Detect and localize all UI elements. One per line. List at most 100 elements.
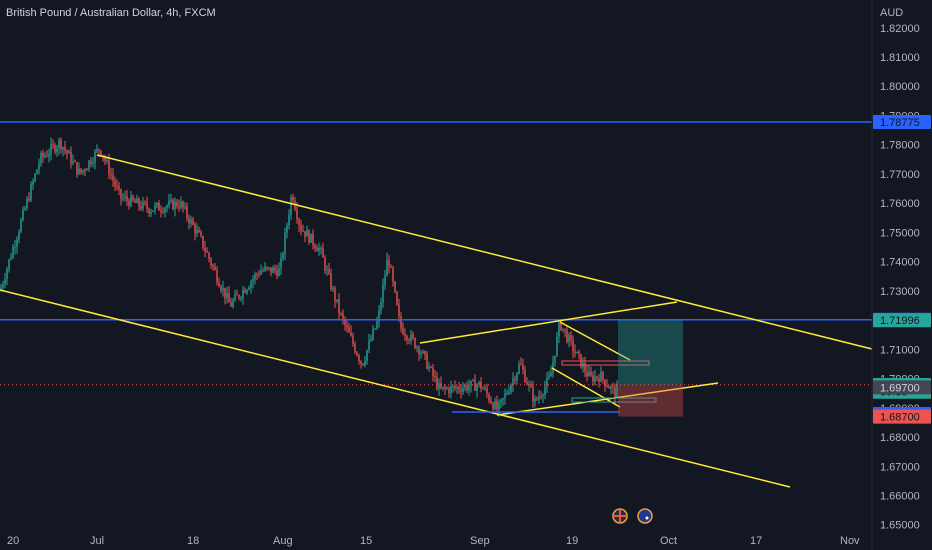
candle (462, 382, 464, 395)
candle (68, 149, 70, 154)
candle (324, 255, 326, 275)
candle (260, 264, 262, 276)
candle (126, 189, 128, 206)
candle (598, 373, 600, 388)
candle (468, 379, 470, 396)
candle (194, 221, 196, 241)
candle (10, 252, 12, 261)
candle (476, 383, 478, 398)
candle (190, 215, 192, 228)
trend-line[interactable] (419, 301, 678, 344)
x-tick-label: Jul (90, 535, 104, 547)
flag-au-icon[interactable] (637, 508, 653, 524)
candle (544, 380, 546, 400)
candle (2, 280, 4, 292)
candle (252, 275, 254, 289)
candle (18, 228, 20, 244)
candle (228, 286, 230, 303)
candle (300, 219, 302, 236)
candle (306, 225, 308, 237)
candle (518, 360, 520, 375)
x-tick-label: 19 (566, 535, 578, 547)
candle (266, 266, 268, 272)
candle (86, 167, 88, 171)
y-tick-label: 1.75000 (880, 227, 920, 239)
candle (262, 267, 264, 273)
candle (610, 384, 612, 395)
candle (210, 257, 212, 269)
candle (50, 137, 52, 161)
candle (374, 328, 376, 330)
candle (72, 154, 74, 166)
y-tick-label: 1.82000 (880, 23, 920, 35)
price-tag: 1.68700 (873, 409, 931, 424)
candle (520, 357, 522, 366)
candle (402, 322, 404, 336)
candle (516, 372, 518, 384)
candle (24, 205, 26, 211)
trend-line[interactable] (559, 321, 631, 361)
candle (446, 386, 448, 390)
candle (550, 365, 552, 377)
candle (376, 316, 378, 330)
time-axis[interactable]: 20 Jul 18 Aug 15 Sep 19 Oct 17 Nov (7, 535, 860, 547)
candle (372, 325, 374, 342)
candle (128, 198, 130, 210)
candle (440, 376, 442, 390)
candle (298, 217, 300, 233)
candle (470, 380, 472, 393)
candle (540, 391, 542, 400)
position-loss-zone[interactable] (618, 384, 683, 417)
candle (406, 334, 408, 345)
candle (546, 371, 548, 394)
candle (284, 227, 286, 261)
candle (196, 223, 198, 237)
candle (508, 385, 510, 395)
candle (270, 267, 272, 277)
event-icons[interactable] (612, 508, 653, 524)
candle (58, 137, 60, 155)
trend-line[interactable] (551, 367, 621, 408)
candle (120, 188, 122, 206)
candle (274, 264, 276, 275)
candle (400, 312, 402, 333)
candle (186, 202, 188, 222)
candle (292, 193, 294, 204)
candle (500, 398, 502, 409)
price-tags: 1.787751.720141.719961.6978039:351.69700… (873, 115, 931, 424)
candle (204, 240, 206, 258)
zone-box-green[interactable] (571, 397, 657, 403)
candle (90, 157, 92, 168)
zone-box-red[interactable] (561, 360, 650, 366)
candle (314, 243, 316, 253)
candle (144, 200, 146, 206)
candle (318, 242, 320, 257)
candle (308, 229, 310, 245)
candle (412, 331, 414, 341)
candle (562, 328, 564, 333)
candle (454, 380, 456, 392)
candle (152, 210, 154, 213)
candle (408, 337, 410, 345)
candle (154, 201, 156, 215)
candle (206, 247, 208, 253)
candle (566, 325, 568, 344)
candle (612, 382, 614, 395)
candle (346, 318, 348, 333)
candle (548, 370, 550, 380)
trend-line[interactable] (0, 289, 791, 488)
candle (556, 331, 558, 358)
candle (146, 196, 148, 213)
candle (362, 363, 364, 367)
candle (554, 355, 556, 367)
trend-line[interactable] (96, 154, 873, 350)
currency-label: AUD (880, 7, 903, 19)
candle (344, 316, 346, 331)
position-profit-zone[interactable] (618, 320, 683, 385)
candle (338, 293, 340, 321)
candle (534, 395, 536, 408)
candle (76, 161, 78, 178)
drawings-layer[interactable] (0, 121, 873, 488)
candle (484, 385, 486, 391)
